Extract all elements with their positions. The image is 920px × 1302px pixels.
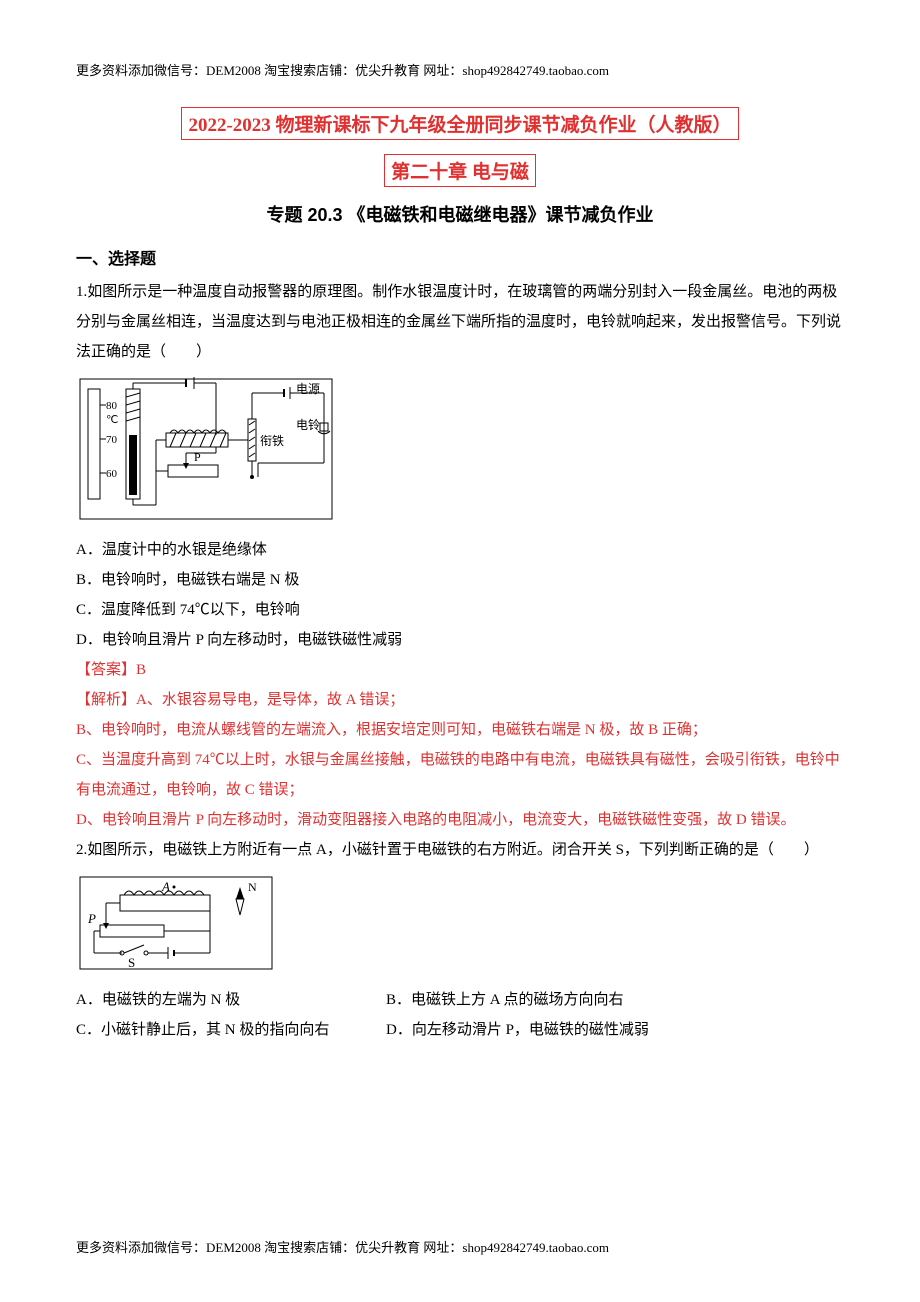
fig1-scale-c: ℃	[106, 414, 118, 426]
analysis-a-text: A、水银容易导电，是导体，故 A 错误；	[136, 692, 404, 708]
page-header: 更多资料添加微信号：DEM2008 淘宝搜索店铺：优尖升教育 网址：shop49…	[76, 60, 844, 79]
q1-analysis-a: 【解析】A、水银容易导电，是导体，故 A 错误；	[76, 685, 844, 715]
fig1-label-p: P	[194, 450, 201, 464]
q2-option-c: C．小磁针静止后，其 N 极的指向向右	[76, 1015, 386, 1045]
answer-value: B	[136, 662, 146, 678]
fig1-scale-80: 80	[106, 400, 118, 412]
q2-stem: 2.如图所示，电磁铁上方附近有一点 A，小磁针置于电磁铁的右方附近。闭合开关 S…	[76, 835, 844, 865]
q2-option-b: B．电磁铁上方 A 点的磁场方向向右	[386, 985, 624, 1015]
q2-options-row1: A．电磁铁的左端为 N 极 B．电磁铁上方 A 点的磁场方向向右	[76, 985, 844, 1015]
q1-analysis-c: C、当温度升高到 74℃以上时，水银与金属丝接触，电磁铁的电路中有电流，电磁铁具…	[76, 745, 844, 805]
title-row-1: 2022-2023 物理新课标下九年级全册同步课节减负作业（人教版）	[76, 107, 844, 140]
title-row-2: 第二十章 电与磁	[76, 154, 844, 187]
q1-figure: 80 ℃ 70 60	[76, 375, 844, 523]
fig2-label-s: S	[128, 955, 135, 970]
q2-options-row2: C．小磁针静止后，其 N 极的指向向右 D．向左移动滑片 P，电磁铁的磁性减弱	[76, 1015, 844, 1045]
answer-label: 【答案】	[76, 662, 136, 678]
fig2-label-n: N	[248, 880, 257, 894]
section-heading: 一、选择题	[76, 245, 844, 269]
page-footer: 更多资料添加微信号：DEM2008 淘宝搜索店铺：优尖升教育 网址：shop49…	[76, 1237, 609, 1256]
q1-option-b: B．电铃响时，电磁铁右端是 N 极	[76, 565, 844, 595]
q2-option-d: D．向左移动滑片 P，电磁铁的磁性减弱	[386, 1015, 649, 1045]
q1-analysis-b: B、电铃响时，电流从螺线管的左端流入，根据安培定则可知，电磁铁右端是 N 极，故…	[76, 715, 844, 745]
fig1-label-armature: 衔铁	[260, 434, 284, 448]
q1-stem: 1.如图所示是一种温度自动报警器的原理图。制作水银温度计时，在玻璃管的两端分别封…	[76, 277, 844, 367]
q2-option-a: A．电磁铁的左端为 N 极	[76, 985, 386, 1015]
fig2-label-p: P	[87, 911, 96, 926]
analysis-label: 【解析】	[76, 692, 136, 708]
q1-analysis-d: D、电铃响且滑片 P 向左移动时，滑动变阻器接入电路的电阻减小，电流变大，电磁铁…	[76, 805, 844, 835]
chapter-title-box: 第二十章 电与磁	[384, 154, 536, 187]
main-title-box: 2022-2023 物理新课标下九年级全册同步课节减负作业（人教版）	[181, 107, 738, 140]
fig2-label-a: A	[161, 879, 170, 894]
fig1-scale-60: 60	[106, 468, 118, 480]
q1-option-a: A．温度计中的水银是绝缘体	[76, 535, 844, 565]
fig1-scale-70: 70	[106, 434, 118, 446]
subtitle: 专题 20.3 《电磁铁和电磁继电器》课节减负作业	[76, 201, 844, 227]
fig1-label-power: 电源	[296, 382, 320, 396]
q1-option-d: D．电铃响且滑片 P 向左移动时，电磁铁磁性减弱	[76, 625, 844, 655]
q2-figure: A N P S	[76, 873, 844, 973]
q1-answer: 【答案】B	[76, 655, 844, 685]
q1-option-c: C．温度降低到 74℃以下，电铃响	[76, 595, 844, 625]
fig1-label-bell: 电铃	[296, 417, 320, 432]
